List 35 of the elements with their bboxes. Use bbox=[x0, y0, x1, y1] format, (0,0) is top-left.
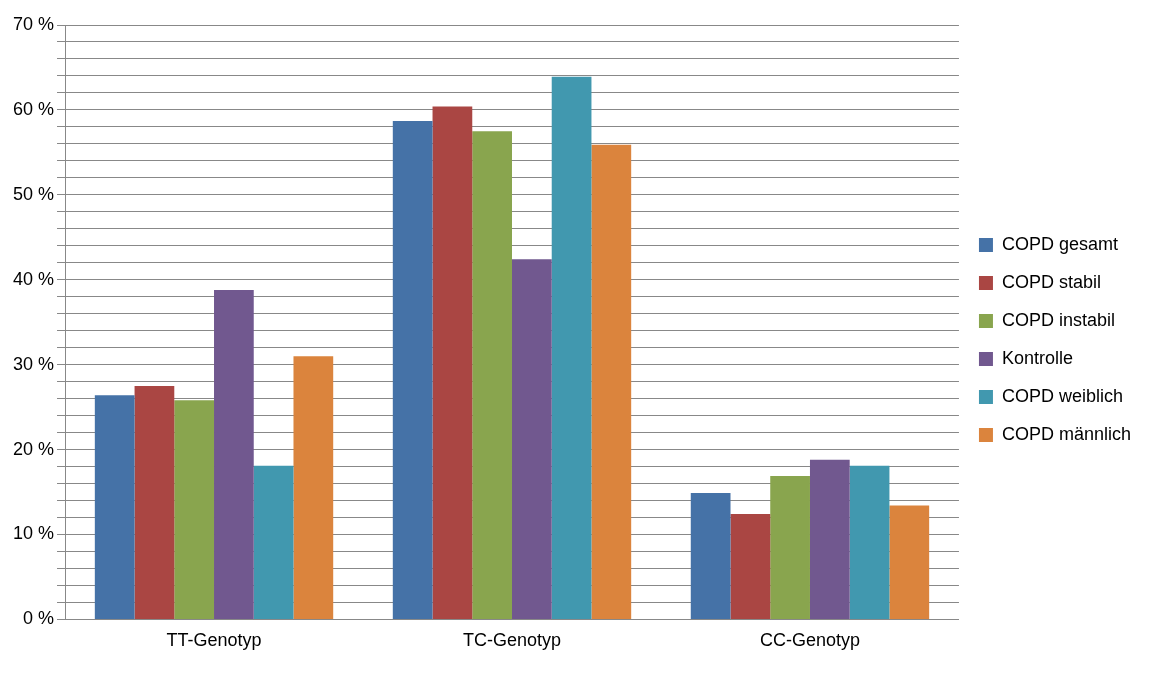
legend-label: COPD stabil bbox=[1001, 271, 1101, 292]
legend-label: COPD gesamt bbox=[1001, 233, 1119, 254]
bar bbox=[770, 475, 810, 619]
bar bbox=[690, 492, 731, 619]
bar bbox=[214, 289, 254, 619]
y-tick-label: 0 % bbox=[23, 608, 55, 629]
legend-label: COPD weiblich bbox=[1001, 385, 1124, 406]
bar bbox=[809, 459, 850, 619]
bar bbox=[174, 400, 215, 619]
x-tick-label: TC-Genotyp bbox=[462, 630, 562, 651]
legend-label: Kontrolle bbox=[1001, 347, 1074, 368]
x-tick-label: TT-Genotyp bbox=[166, 630, 262, 651]
y-tick-label: 60 % bbox=[13, 98, 55, 119]
bar bbox=[849, 465, 890, 619]
bar bbox=[889, 505, 930, 619]
bar bbox=[472, 131, 512, 619]
bar bbox=[134, 385, 175, 619]
bar bbox=[591, 144, 632, 619]
legend-label: COPD männlich bbox=[1001, 423, 1132, 444]
bar bbox=[432, 106, 473, 619]
bar bbox=[511, 259, 552, 619]
y-tick-label: 20 % bbox=[13, 438, 55, 459]
x-tick-label: CC-Genotyp bbox=[759, 630, 860, 651]
legend-label: COPD instabil bbox=[1001, 309, 1116, 330]
bar bbox=[551, 76, 592, 619]
y-tick-label: 30 % bbox=[13, 353, 55, 374]
bar bbox=[293, 356, 334, 619]
bar bbox=[94, 395, 135, 619]
y-tick-label: 40 % bbox=[13, 268, 55, 289]
bar bbox=[392, 120, 433, 619]
y-tick-label: 50 % bbox=[13, 183, 55, 204]
bar bbox=[730, 514, 771, 619]
y-tick-label: 10 % bbox=[13, 523, 55, 544]
bar bbox=[253, 465, 294, 619]
y-tick-label: 70 % bbox=[13, 13, 55, 34]
